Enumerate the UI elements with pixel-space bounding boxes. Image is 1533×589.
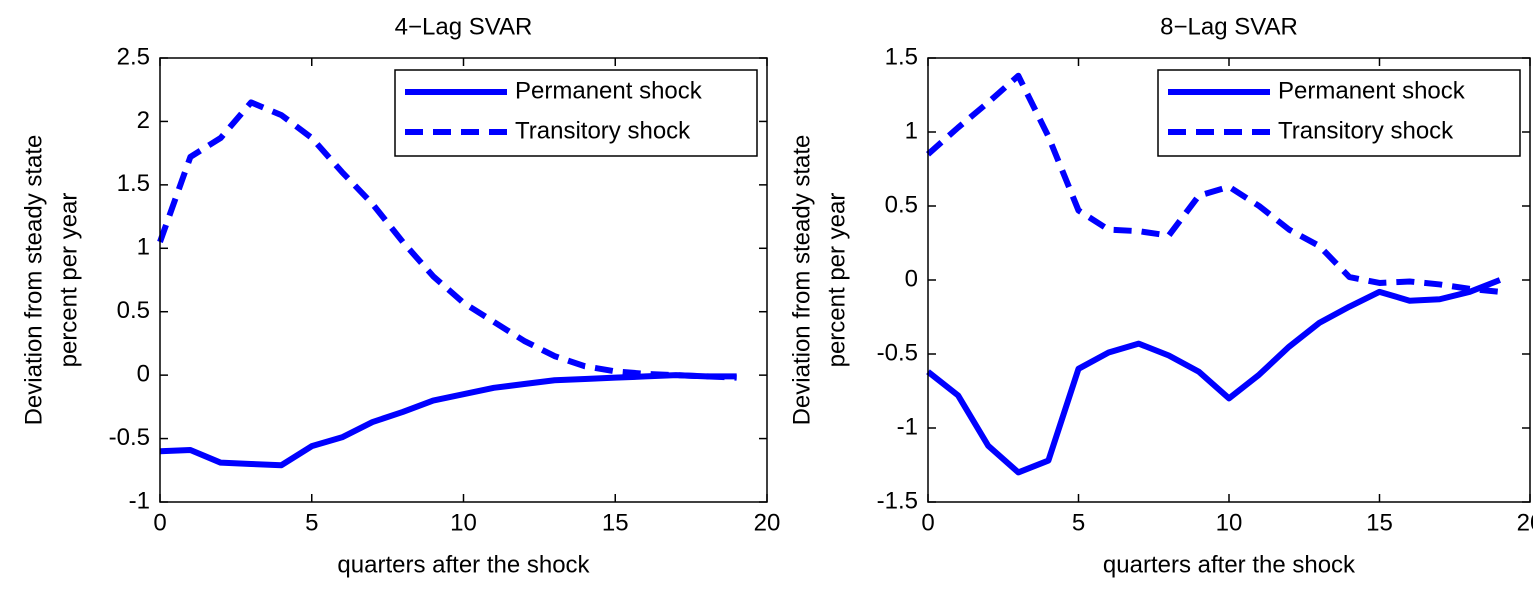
axes-box <box>159 57 768 503</box>
legend-label: Transitory shock <box>515 117 691 144</box>
y-tick-label: 2.5 <box>117 43 150 70</box>
x-axis-label: quarters after the shock <box>337 551 590 578</box>
x-tick-label: 20 <box>1517 509 1533 536</box>
chart-title: 8−Lag SVAR <box>1160 13 1298 40</box>
x-tick-label: 5 <box>305 509 318 536</box>
series-line <box>159 372 737 469</box>
series-line <box>157 99 737 381</box>
x-tick-label: 0 <box>921 509 934 536</box>
legend-box <box>394 69 758 157</box>
x-axis-label: quarters after the shock <box>1103 551 1356 578</box>
y-tick-label: 1 <box>905 117 918 144</box>
y-tick-label: 0 <box>905 265 918 292</box>
series-line <box>926 277 1501 476</box>
y-tick-label: -0.5 <box>109 424 150 451</box>
x-tick-label: 20 <box>754 509 781 536</box>
y-tick-label: 0 <box>137 360 150 387</box>
x-tick-label: 15 <box>602 509 629 536</box>
y-axis-label: Deviation from steady state <box>20 135 47 426</box>
y-axis-label: percent per year <box>823 193 850 368</box>
legend-label: Permanent shock <box>1278 77 1466 104</box>
legend-label: Transitory shock <box>1278 117 1454 144</box>
x-tick-label: 15 <box>1366 509 1393 536</box>
x-tick-label: 0 <box>153 509 166 536</box>
y-tick-label: 1.5 <box>885 43 918 70</box>
y-tick-label: 1 <box>137 234 150 261</box>
y-tick-label: 2 <box>137 107 150 134</box>
x-tick-label: 10 <box>1216 509 1243 536</box>
y-tick-label: -0.5 <box>877 339 918 366</box>
chart-title: 4−Lag SVAR <box>395 13 533 40</box>
y-axis-label: percent per year <box>55 193 82 368</box>
x-tick-label: 10 <box>450 509 477 536</box>
axes-box <box>927 57 1531 503</box>
y-tick-label: 0.5 <box>117 297 150 324</box>
y-tick-label: 0.5 <box>885 191 918 218</box>
legend-label: Permanent shock <box>515 77 703 104</box>
series-line <box>926 72 1501 295</box>
y-tick-label: 1.5 <box>117 170 150 197</box>
x-tick-label: 5 <box>1072 509 1085 536</box>
y-axis-label: Deviation from steady state <box>788 135 815 426</box>
y-tick-label: -1.5 <box>877 487 918 514</box>
legend-box <box>1157 69 1521 157</box>
y-tick-label: -1 <box>129 487 150 514</box>
y-tick-label: -1 <box>897 413 918 440</box>
